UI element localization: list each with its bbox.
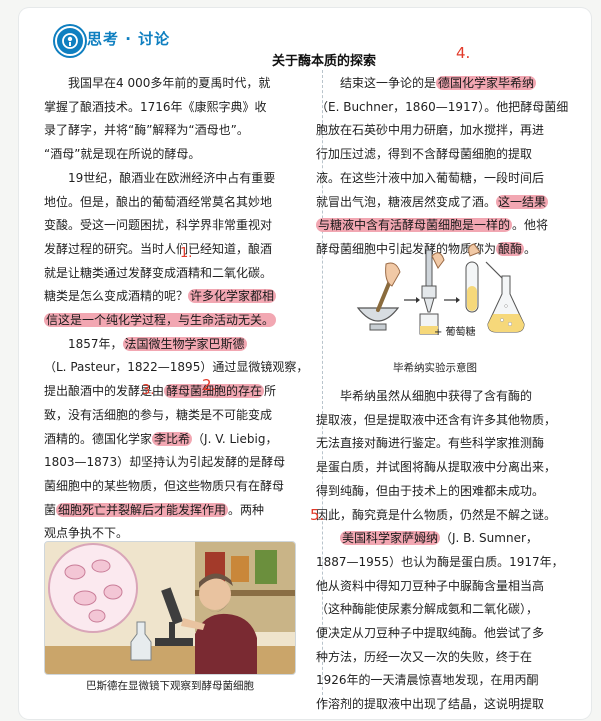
text-line: 便决定从刀豆种子中提取纯酶。他尝试了多	[316, 626, 545, 641]
highlight: 许多化学家都相	[188, 289, 277, 304]
mortar-pestle-icon	[356, 262, 401, 331]
text-line: 是蛋白质，并试图将酶从提取液中分离出来，	[316, 460, 557, 475]
diagram-caption: 毕希纳实验示意图	[393, 362, 477, 374]
text-line: 就是让糖类通过发酵变成酒精和二氧化碳。	[44, 265, 273, 280]
text-segment: 菌	[44, 502, 57, 517]
highlight: 法国微生物学家巴斯德	[122, 336, 247, 351]
text-segment: 酵母菌细胞中引起发酵的物质称为	[316, 241, 497, 256]
annotation-4: 4.	[456, 44, 471, 62]
test-tube-icon	[465, 243, 481, 313]
text-segment: 糖类是怎么变成酒精的呢？	[44, 289, 189, 304]
text-line: （这种酶能使尿素分解成氨和二氧化碳），	[316, 602, 539, 617]
text-line: 酵母菌细胞中引起发酵的物质称为 酿酶。	[316, 238, 566, 262]
text-segment: 。他将	[512, 218, 549, 233]
highlight: 信这是一个纯化学过程，与生命活动无关。	[44, 313, 277, 328]
text-line: 我国早在4 000多年前的夏禹时代，就	[68, 76, 271, 90]
illustration-caption: 巴斯德在显微镜下观察到酵母菌细胞	[86, 680, 254, 692]
text-line: “酒母”就是现在所说的酵母。	[44, 147, 201, 162]
highlight: 酵母菌细胞的存在	[164, 384, 265, 399]
text-segment: （J. B. Sumner，	[440, 531, 538, 546]
highlight: 酿酶	[496, 241, 525, 256]
text-line: （E. Buchner，1860—1917）。他把酵母菌细	[316, 99, 569, 114]
highlight: 细胞死亡并裂解后才能发挥作用	[56, 502, 229, 517]
text-line: 地位。但是，酿出的葡萄酒经常莫名其妙地	[44, 194, 273, 209]
text-line: 美国科学家萨姆纳 （J. B. Sumner，	[316, 527, 566, 551]
text-segment: 。	[524, 241, 537, 256]
flask-icon	[485, 261, 525, 333]
right-column-bottom: 毕希纳虽然从细胞中获得了含有酶的 提取液，但是提取液中还含有许多其他物质， 无法…	[316, 385, 566, 717]
text-segment: 所	[264, 384, 277, 399]
text-line: 观点争执不下。	[44, 526, 129, 541]
text-line: 菌细胞死亡并裂解后才能发挥作用 。两种	[44, 499, 294, 523]
text-line: 无法直接对酶进行鉴定。有些科学家推测酶	[316, 436, 545, 451]
highlight: 德国化学家毕希纳	[436, 76, 537, 90]
diagram-label: + 葡萄糖	[434, 327, 476, 338]
text-line: 录了酵字，并将“酶”解释为“酒母也”。	[44, 123, 249, 138]
text-line: 酒精的。德国化学家 李比希 （J. V. Liebig，	[44, 428, 294, 452]
section-title: 思考 · 讨论	[87, 30, 171, 48]
text-segment: 结束这一争论的是	[340, 76, 437, 90]
right-column-top: 结束这一争论的是 德国化学家毕希纳 （E. Buchner，1860—1917）。…	[316, 72, 569, 262]
text-line: 作溶剂的提取液中出现了结晶，这说明提取	[316, 697, 545, 712]
text-segment: 提出酿酒中的发酵是由	[44, 384, 165, 399]
left-column: 我国早在4 000多年前的夏禹时代，就 掌握了酿酒技术。1716年《康熙字典》收…	[44, 72, 309, 546]
highlight: 李比希	[152, 431, 193, 446]
text-line: 得到纯酶，但由于技术上的困难都未成功。	[316, 483, 545, 498]
highlight: 美国科学家萨姆纳	[340, 531, 441, 546]
text-line: 行加压过滤，得到不含酵母菌细胞的提取	[316, 147, 533, 162]
text-line: 与糖液中含有活酵母菌细胞是一样的 。他将	[316, 214, 566, 238]
text-line: 提取液，但是提取液中还含有许多其他物质，	[316, 412, 557, 427]
text-line: 发酵过程的研究。当时人们已经知道，酿酒	[44, 241, 273, 256]
buchner-experiment-diagram	[356, 243, 525, 335]
text-line: 19世纪，酿酒业在欧洲经济中占有重要	[68, 170, 276, 185]
column-divider	[322, 70, 323, 710]
pasteur-microscope-image	[45, 542, 295, 674]
text-line: 掌握了酿酒技术。1716年《康熙字典》收	[44, 99, 267, 114]
text-line: 提出酿酒中的发酵是由 酵母菌细胞的存在所	[44, 380, 294, 404]
text-line: 他从资料中得知刀豆种子中脲酶含量相当高	[316, 578, 545, 593]
think-discuss-icon	[55, 26, 85, 56]
text-line: 因此，酶究竟是什么物质，仍然是不解之谜。	[316, 507, 557, 522]
text-line: 就冒出气泡，糖液居然变成了酒。 这一结果	[316, 191, 566, 215]
text-line: 结束这一争论的是 德国化学家毕希纳	[316, 72, 566, 96]
highlight: 与糖液中含有活酵母菌细胞是一样的	[316, 218, 513, 233]
text-line: 1857年， 法国微生物学家巴斯德	[44, 333, 294, 357]
text-line: 变酸。受这一问题困扰，科学界非常重视对	[44, 218, 273, 233]
text-segment: （J. V. Liebig，	[192, 431, 278, 446]
text-line: 菌细胞中的某些物质，但这些物质只有在酵母	[44, 478, 285, 493]
text-segment: 酒精的。德国化学家	[44, 431, 153, 446]
annotation-2: 2.	[202, 376, 217, 394]
text-line: 1926年的一天清晨惊喜地发现，在用丙酮	[316, 673, 539, 688]
text-line: 信这是一个纯化学过程，与生命活动无关。	[44, 309, 294, 333]
pasteur-illustration	[44, 541, 296, 675]
text-line: （L. Pasteur，1822—1895）通过显微镜观察，	[44, 360, 309, 375]
text-line: 胞放在石英砂中用力研磨，加水搅拌，再进	[316, 123, 545, 138]
arrow-icon	[404, 297, 420, 303]
text-segment: 1857年，	[68, 336, 123, 351]
text-line: 种方法，历经一次又一次的失败，终于在	[316, 649, 533, 664]
document-title: 关于酶本质的探索	[271, 54, 376, 69]
text-line: 致，没有活细胞的参与，糖类是不可能变成	[44, 407, 273, 422]
text-line: 毕希纳虽然从细胞中获得了含有酶的	[340, 389, 533, 403]
text-line: 1803—1873）却坚持认为引起发酵的是酵母	[44, 455, 286, 470]
filter-press-icon	[419, 249, 445, 335]
arrow-icon	[444, 297, 460, 303]
text-line: 液。在这些汁液中加入葡萄糖，一段时间后	[316, 170, 545, 185]
text-segment: 。两种	[228, 502, 265, 517]
text-line: 糖类是怎么变成酒精的呢？ 许多化学家都相	[44, 285, 294, 309]
annotation-5: 5.	[310, 506, 325, 524]
text-segment: 就冒出气泡，糖液居然变成了酒。	[316, 194, 497, 209]
annotation-1: 1.	[180, 246, 193, 261]
highlight: 这一结果	[496, 194, 549, 209]
text-line: 1887—1955）也认为酶是蛋白质。1917年，	[316, 554, 564, 569]
annotation-3: 3.	[142, 383, 155, 398]
